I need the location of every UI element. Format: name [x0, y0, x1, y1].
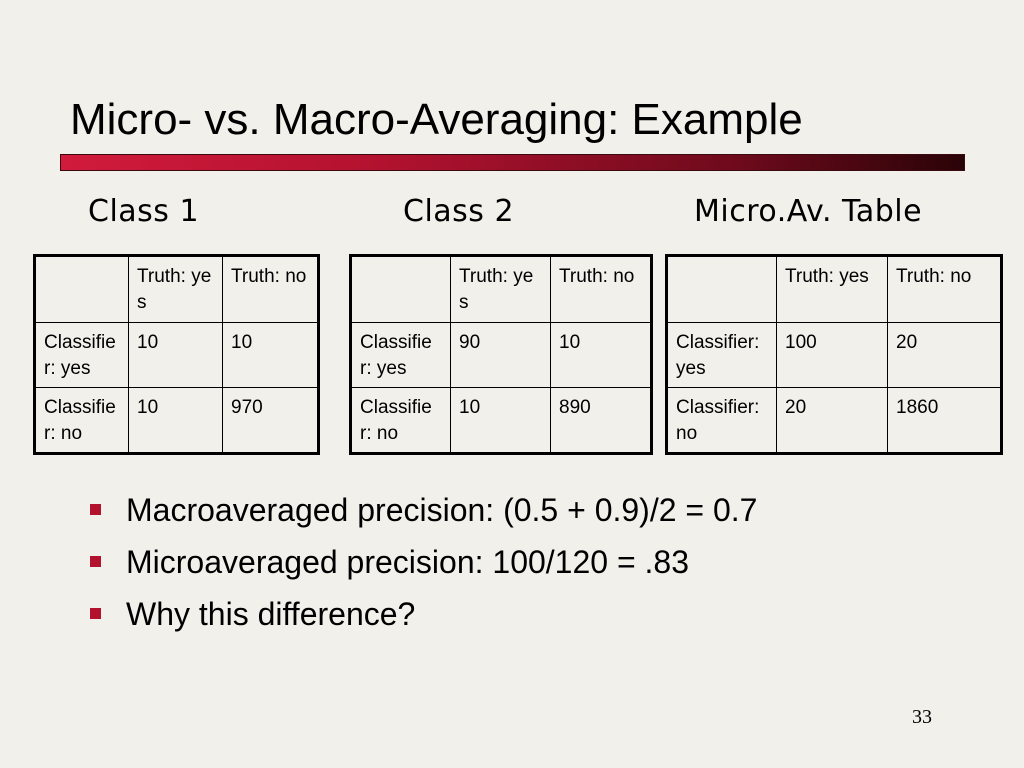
table-header-cell: Truth: no	[550, 255, 652, 323]
square-bullet-icon	[90, 504, 101, 515]
slide-title: Micro- vs. Macro-Averaging: Example	[70, 95, 803, 144]
table-row: Classifier: no 10 970	[34, 387, 319, 454]
table-header-row: Truth: yes Truth: no	[666, 255, 1002, 323]
row-label-cell: Classifier: yes	[34, 322, 129, 388]
table-cell-empty	[666, 255, 777, 323]
table-row: Classifier: no 10 890	[350, 387, 652, 454]
table-cell: 20	[776, 387, 888, 454]
table-cell: 10	[222, 322, 319, 388]
table-cell: 1860	[887, 387, 1002, 454]
bullet-text: Macroaveraged precision: (0.5 + 0.9)/2 =…	[126, 492, 758, 528]
caption-class-2: Class 2	[403, 194, 515, 229]
table-cell: 10	[550, 322, 652, 388]
page-number: 33	[912, 706, 932, 728]
table-cell: 890	[550, 387, 652, 454]
table-cell: 20	[887, 322, 1002, 388]
caption-micro-av-table: Micro.Av. Table	[694, 194, 923, 229]
table-header-cell: Truth: no	[222, 255, 319, 323]
table-cell: 10	[450, 387, 551, 454]
bullet-list: Macroaveraged precision: (0.5 + 0.9)/2 =…	[90, 484, 757, 640]
table-row: Classifier: yes 10 10	[34, 322, 319, 388]
table-cell: 970	[222, 387, 319, 454]
square-bullet-icon	[90, 608, 101, 619]
bullet-item: Why this difference?	[90, 588, 757, 640]
table-cell-empty	[34, 255, 129, 323]
bullet-item: Microaveraged precision: 100/120 = .83	[90, 536, 757, 588]
table-cell: 10	[128, 387, 223, 454]
table-header-cell: Truth: yes	[450, 255, 551, 323]
table-header-row: Truth: yes Truth: no	[34, 255, 319, 323]
table-row: Classifier: yes 100 20	[666, 322, 1002, 388]
table-header-cell: Truth: yes	[128, 255, 223, 323]
row-label-cell: Classifier: yes	[350, 322, 451, 388]
table-cell: 100	[776, 322, 888, 388]
caption-class-1: Class 1	[88, 194, 200, 229]
row-label-cell: Classifier: no	[666, 387, 777, 454]
table-cell-empty	[350, 255, 451, 323]
row-label-cell: Classifier: yes	[666, 322, 777, 388]
bullet-item: Macroaveraged precision: (0.5 + 0.9)/2 =…	[90, 484, 757, 536]
square-bullet-icon	[90, 556, 101, 567]
title-underline-bar	[60, 154, 965, 171]
table-row: Classifier: yes 90 10	[350, 322, 652, 388]
table-cell: 10	[128, 322, 223, 388]
row-label-cell: Classifier: no	[350, 387, 451, 454]
table-cell: 90	[450, 322, 551, 388]
class-2-table: Truth: yes Truth: no Classifier: yes 90 …	[349, 254, 653, 455]
row-label-cell: Classifier: no	[34, 387, 129, 454]
table-header-row: Truth: yes Truth: no	[350, 255, 652, 323]
table-header-cell: Truth: no	[887, 255, 1002, 323]
table-row: Classifier: no 20 1860	[666, 387, 1002, 454]
bullet-text: Microaveraged precision: 100/120 = .83	[126, 544, 690, 580]
bullet-text: Why this difference?	[126, 596, 416, 632]
table-header-cell: Truth: yes	[776, 255, 888, 323]
class-1-table: Truth: yes Truth: no Classifier: yes 10 …	[33, 254, 320, 455]
micro-av-table: Truth: yes Truth: no Classifier: yes 100…	[665, 254, 1003, 455]
